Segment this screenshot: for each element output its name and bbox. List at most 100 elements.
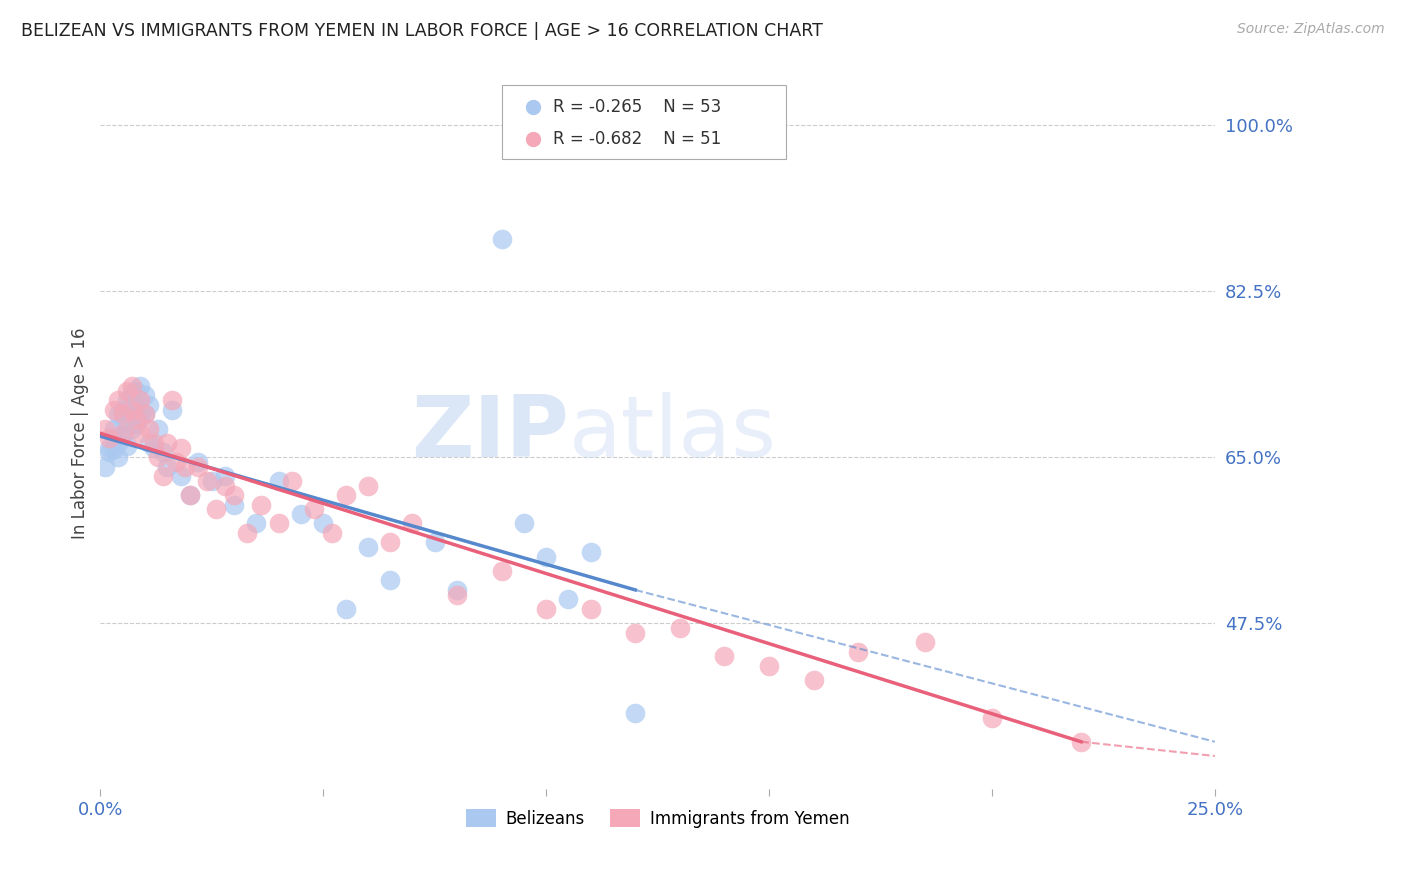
Point [669,621,692,635]
Point [290,507,312,521]
Point [174,459,197,474]
Point [103,442,125,457]
Point [142,441,165,455]
Point [121,421,143,435]
Point [335,488,357,502]
Point [148,421,170,435]
Point [195,474,218,488]
Point [115,393,138,408]
Point [98,445,121,459]
Point [401,516,423,531]
Point [214,478,236,492]
Point [121,385,143,400]
Point [179,488,201,502]
Point [142,435,165,450]
Point [914,635,936,649]
Point [94,459,117,474]
Point [134,408,156,422]
Text: atlas: atlas [568,392,776,475]
Point [134,388,156,402]
Point [148,450,170,464]
Point [513,516,536,531]
Point [134,408,156,422]
Point [222,498,245,512]
Point [107,408,129,422]
Point [534,602,557,616]
Point [201,474,224,488]
Point [121,402,143,417]
Point [156,459,179,474]
Point [321,526,343,541]
Point [111,426,134,441]
Point [335,602,357,616]
Point [446,588,468,602]
Point [304,502,326,516]
Point [152,445,174,459]
Point [111,429,134,443]
Point [312,516,335,531]
Point [111,414,134,428]
Point [579,602,602,616]
Point [125,417,148,431]
Y-axis label: In Labor Force | Age > 16: In Labor Force | Age > 16 [72,327,89,539]
Point [111,402,134,417]
Point [446,582,468,597]
Text: R = -0.265    N = 53: R = -0.265 N = 53 [553,98,721,116]
Point [222,488,245,502]
Point [115,384,138,398]
Point [156,435,179,450]
Point [152,469,174,483]
Point [125,412,148,426]
Point [624,625,647,640]
Point [121,402,143,417]
Point [169,469,191,483]
Point [129,393,152,408]
Point [803,673,825,687]
Point [115,439,138,453]
Point [214,469,236,483]
Point [491,232,513,246]
Point [267,516,290,531]
Point [557,592,579,607]
Point [205,502,228,516]
Point [107,450,129,464]
Text: BELIZEAN VS IMMIGRANTS FROM YEMEN IN LABOR FORCE | AGE > 16 CORRELATION CHART: BELIZEAN VS IMMIGRANTS FROM YEMEN IN LAB… [21,22,823,40]
Point [169,441,191,455]
FancyBboxPatch shape [502,85,786,160]
Point [981,711,1004,725]
Text: R = -0.682    N = 51: R = -0.682 N = 51 [553,130,721,148]
Point [138,398,160,412]
Point [103,402,125,417]
Point [1070,735,1092,749]
Point [534,549,557,564]
Point [423,535,446,549]
Point [103,421,125,435]
Point [121,379,143,393]
Point [125,384,148,398]
Point [281,474,304,488]
Point [165,455,187,469]
Point [378,574,401,588]
Point [107,393,129,408]
Point [129,426,152,441]
Point [357,478,380,492]
Point [846,645,869,659]
Point [579,545,602,559]
Point [125,398,148,412]
Point [129,412,152,426]
Point [160,393,183,408]
Legend: Belizeans, Immigrants from Yemen: Belizeans, Immigrants from Yemen [458,803,856,834]
Point [138,435,160,450]
Point [129,379,152,393]
Point [138,421,160,435]
Point [357,540,380,554]
Point [245,516,267,531]
Point [187,459,209,474]
Point [103,431,125,445]
Point [491,564,513,578]
Point [378,535,401,549]
Point [107,435,129,450]
Point [111,408,134,422]
Point [267,474,290,488]
Text: ZIP: ZIP [411,392,568,475]
